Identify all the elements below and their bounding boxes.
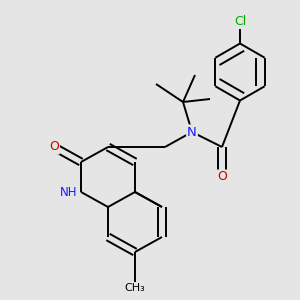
- Text: CH₃: CH₃: [124, 283, 146, 293]
- Text: O: O: [49, 140, 59, 154]
- Text: NH: NH: [60, 185, 77, 199]
- Text: Cl: Cl: [234, 15, 246, 28]
- Text: O: O: [217, 170, 227, 184]
- Text: N: N: [187, 125, 197, 139]
